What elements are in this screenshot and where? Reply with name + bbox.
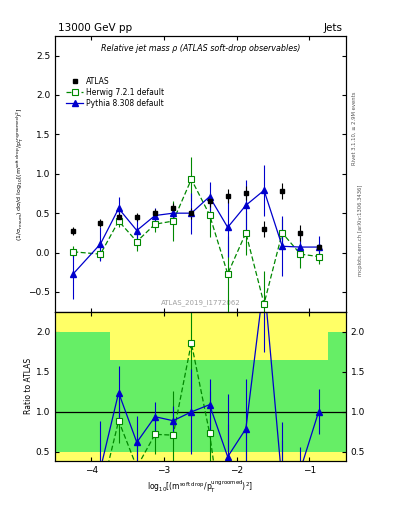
Herwig 7.2.1 default [207, 211, 212, 218]
ATLAS [71, 228, 75, 234]
Herwig 7.2.1 default [116, 218, 121, 224]
Y-axis label: Ratio to ATLAS: Ratio to ATLAS [24, 358, 33, 414]
Herwig 7.2.1 default [71, 249, 75, 255]
Text: mcplots.cern.ch [arXiv:1306.3436]: mcplots.cern.ch [arXiv:1306.3436] [358, 185, 363, 276]
Pythia 8.308 default [225, 224, 230, 230]
Pythia 8.308 default [207, 194, 212, 200]
Herwig 7.2.1 default [280, 230, 285, 236]
Pythia 8.308 default [98, 241, 103, 247]
Herwig 7.2.1 default [189, 176, 194, 182]
Herwig 7.2.1 default [225, 271, 230, 277]
ATLAS [316, 244, 321, 250]
ATLAS [116, 214, 121, 220]
Herwig 7.2.1 default [244, 230, 248, 236]
ATLAS [244, 189, 248, 196]
ATLAS [134, 214, 139, 220]
X-axis label: log$_{10}$[(m$^{\rm soft\ drop}$/p$_{\rm T}^{\rm ungroomed}$)$^2$]: log$_{10}$[(m$^{\rm soft\ drop}$/p$_{\rm… [147, 479, 253, 495]
Pythia 8.308 default [298, 244, 303, 250]
ATLAS [207, 198, 212, 204]
Herwig 7.2.1 default [262, 301, 266, 307]
Text: Rivet 3.1.10, ≥ 2.9M events: Rivet 3.1.10, ≥ 2.9M events [352, 91, 357, 165]
ATLAS [189, 210, 194, 216]
Pythia 8.308 default [316, 244, 321, 250]
ATLAS [171, 205, 176, 211]
Legend: ATLAS, Herwig 7.2.1 default, Pythia 8.308 default: ATLAS, Herwig 7.2.1 default, Pythia 8.30… [65, 76, 166, 110]
Pythia 8.308 default [280, 243, 285, 249]
Line: Pythia 8.308 default: Pythia 8.308 default [70, 187, 321, 276]
ATLAS [152, 210, 157, 216]
Text: 13000 GeV pp: 13000 GeV pp [58, 23, 132, 33]
ATLAS [98, 220, 103, 226]
Y-axis label: (1/σ$_{\rm resum}$) dσ/d log$_{10}$[(m$^{\rm soft\ drop}$/p$_{\rm T}^{\rm ungroo: (1/σ$_{\rm resum}$) dσ/d log$_{10}$[(m$^… [14, 107, 26, 241]
Herwig 7.2.1 default [152, 221, 157, 227]
Pythia 8.308 default [189, 210, 194, 216]
Herwig 7.2.1 default [171, 218, 176, 224]
Herwig 7.2.1 default [316, 253, 321, 260]
Line: Herwig 7.2.1 default: Herwig 7.2.1 default [70, 177, 321, 307]
Pythia 8.308 default [116, 205, 121, 211]
Herwig 7.2.1 default [98, 251, 103, 257]
Pythia 8.308 default [134, 227, 139, 233]
Pythia 8.308 default [71, 271, 75, 277]
Text: Relative jet mass ρ (ATLAS soft-drop observables): Relative jet mass ρ (ATLAS soft-drop obs… [101, 44, 300, 53]
Pythia 8.308 default [244, 202, 248, 208]
Herwig 7.2.1 default [134, 239, 139, 245]
Pythia 8.308 default [171, 210, 176, 216]
Line: ATLAS: ATLAS [71, 189, 321, 249]
Pythia 8.308 default [262, 187, 266, 194]
ATLAS [280, 188, 285, 194]
Text: Jets: Jets [324, 23, 343, 33]
ATLAS [262, 226, 266, 232]
Pythia 8.308 default [152, 212, 157, 219]
ATLAS [225, 193, 230, 199]
Herwig 7.2.1 default [298, 251, 303, 257]
ATLAS [298, 230, 303, 236]
Text: ATLAS_2019_I1772062: ATLAS_2019_I1772062 [161, 300, 240, 306]
